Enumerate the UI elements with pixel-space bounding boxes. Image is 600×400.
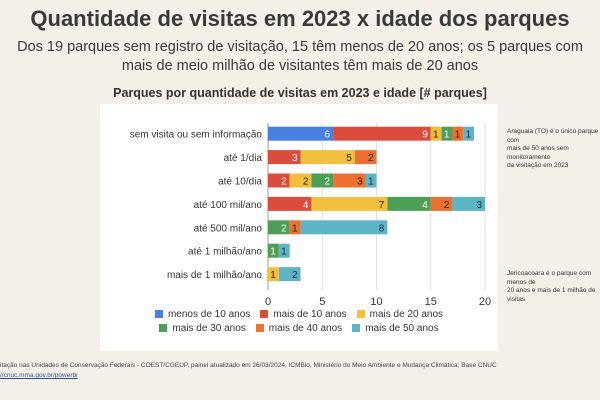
bar-segment [311,196,388,211]
x-tick-label: 15 [425,296,437,308]
subtitle-line-2: mais de meio milhão de visitantes têm ma… [121,58,479,74]
bar-segment [333,173,366,188]
bar-segment [452,196,485,211]
bar-segment [365,173,377,188]
legend-label: mais de 10 anos [273,309,347,320]
chart-title: Parques por quantidade de visitas em 202… [113,86,487,100]
bars: 6 9 1 1 1 13 5 22 2 2 3 14 7 4 2 32 1 81 11 2 [268,126,485,282]
bar-segment [441,126,453,141]
legend-item[interactable]: mais de 30 anos [159,323,246,334]
bar-value-label: 1 [270,247,276,258]
bar-value-label: 3 [476,200,482,211]
bar-segment [268,196,312,211]
page-subtitle: Dos 19 parques sem registro de visitação… [0,38,600,76]
legend-label: mais de 40 anos [268,323,343,334]
x-tick-label: 10 [370,296,382,308]
legend-item[interactable]: menos de 10 anos [154,309,251,320]
bar-segment [300,220,388,235]
bar-value-label: 2 [303,177,309,188]
x-tick-label: 20 [479,296,491,308]
legend-swatch [154,310,163,318]
bar-value-label: 2 [368,153,374,164]
bar-segment [463,126,475,141]
bar-value-label: 1 [433,130,439,141]
bar-value-label: 1 [270,270,276,281]
legend-swatch [356,310,365,318]
legend-label: mais de 30 anos [172,323,246,334]
legend-label: menos de 10 anos [167,309,251,320]
category-labels: sem visita ou sem informação até 1/dia até… [130,130,263,281]
source-text: itação nas Unidades de Conservação Feder… [0,362,497,369]
bar-value-label: 5 [346,153,352,164]
bar-value-label: 3 [292,153,298,164]
bar-value-label: 6 [325,130,331,141]
category-label: mais de 1 milhão/ano [167,270,262,281]
bar-value-label: 1 [466,130,472,141]
legend-swatch [159,324,168,332]
x-tick-labels: 0 5 10 15 20 [265,296,491,308]
bar-segment [268,126,334,141]
bar-segment [333,126,431,141]
legend-swatch [352,324,361,332]
bar-value-label: 1 [292,223,298,234]
bar-segment [354,150,377,165]
bar-value-label: 4 [422,200,428,211]
bar-value-label: 7 [379,200,385,211]
bar-segment [268,150,301,165]
legend-label: mais de 20 anos [369,309,444,320]
page-title: Quantidade de visitas em 2023 x idade do… [30,6,570,31]
legend-item[interactable]: mais de 20 anos [356,309,444,320]
bar-value-label: 2 [325,177,331,188]
legend-item[interactable]: mais de 50 anos [352,323,439,334]
category-label: até 1 milhão/ano [188,247,262,258]
category-label: até 100 mil/ano [194,200,263,211]
category-label: até 500 mil/ano [194,223,263,234]
bar-value-label: 1 [455,130,461,141]
x-tick-label: 0 [265,296,271,308]
legend-swatch [255,324,264,332]
bar-segment [289,220,301,235]
bar-value-label: 3 [357,177,363,188]
subtitle-line-1: Dos 19 parques sem registro de visitação… [17,39,583,55]
category-label: até 1/dia [224,153,263,164]
bar-value-label: 2 [281,223,287,234]
bar-segment [278,243,290,258]
legend-label: mais de 50 anos [365,323,439,334]
bar-value-label: 2 [292,270,298,281]
x-tick-label: 5 [319,296,325,308]
bar-segment [452,126,464,141]
bar-value-label: 2 [444,200,450,211]
legend-item[interactable]: mais de 40 anos [255,323,343,334]
bar-value-label: 1 [444,130,450,141]
legend-row-1: menos de 10 anos mais de 10 anos mais de 2… [100,309,498,320]
bar-segment [278,267,301,282]
bar-segment [268,267,279,282]
bar-segment [430,126,442,141]
legend-row-2: mais de 30 anos mais de 40 anos mais de 50… [100,323,498,334]
bar-segment [268,173,290,188]
bar-value-label: 4 [303,200,309,211]
bar-segment [268,220,290,235]
bar-value-label: 9 [422,130,428,141]
bar-value-label: 2 [281,177,287,188]
category-label: sem visita ou sem informação [130,130,263,141]
bar-segment [268,243,279,258]
annotation-araguaia: Araguaia (TO) é o único parque com mais … [507,128,599,169]
bar-segment [430,196,453,211]
legend-item[interactable]: mais de 10 anos [260,309,347,320]
bar-value-label: 1 [281,247,287,258]
bar-segment [300,150,355,165]
bar-value-label: 1 [368,177,374,188]
legend-swatch [260,310,269,318]
category-label: até 10/dia [218,177,262,188]
bar-segment [289,173,312,188]
bar-segment [311,173,334,188]
annotation-jericoacoara: Jericoacoara é o parque com menos de 20 … [507,270,596,303]
bar-value-label: 8 [379,223,385,234]
source-link[interactable]: //cnuc.mma.gov.br/powerbi [0,372,78,379]
bar-segment [387,196,431,211]
